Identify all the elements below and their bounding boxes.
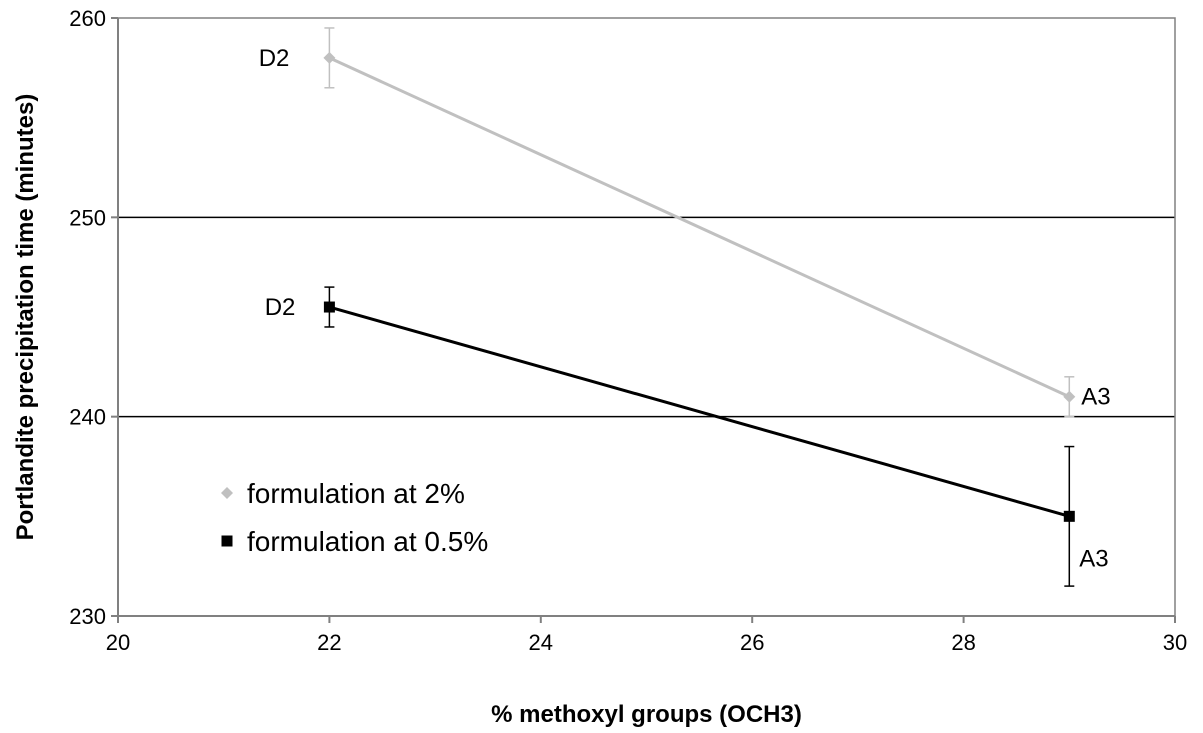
legend-item-1: formulation at 2% bbox=[221, 478, 465, 509]
point-label: A3 bbox=[1079, 545, 1108, 572]
y-tick-label: 230 bbox=[69, 604, 106, 629]
y-axis-title: Portlandite precipitation time (minutes) bbox=[12, 94, 39, 541]
point-label: D2 bbox=[259, 45, 290, 72]
legend-marker bbox=[221, 487, 233, 499]
series-1: D2 A3 bbox=[259, 27, 1111, 418]
x-tick-label: 24 bbox=[529, 630, 553, 655]
series-line bbox=[328, 56, 1070, 399]
data-point bbox=[323, 51, 336, 64]
y-tick-label: 260 bbox=[69, 6, 106, 31]
data-point bbox=[323, 301, 335, 313]
legend-label: formulation at 2% bbox=[247, 478, 465, 509]
legend-item-2: formulation at 0.5% bbox=[221, 526, 488, 557]
axes: 230 240 250 260 20 22 24 26 28 30 bbox=[69, 6, 1187, 655]
x-axis-title: % methoxyl groups (OCH3) bbox=[491, 701, 802, 728]
y-tick-label: 240 bbox=[69, 405, 106, 430]
x-tick-label: 30 bbox=[1163, 630, 1187, 655]
series-line bbox=[328, 305, 1070, 518]
data-point bbox=[1063, 390, 1076, 403]
legend-label: formulation at 0.5% bbox=[247, 526, 488, 557]
legend: formulation at 2% formulation at 0.5% bbox=[221, 478, 488, 557]
x-tick-label: 22 bbox=[317, 630, 341, 655]
x-tick-label: 26 bbox=[740, 630, 764, 655]
point-label: D2 bbox=[265, 294, 296, 321]
point-label: A3 bbox=[1081, 384, 1110, 411]
data-point bbox=[1063, 510, 1075, 522]
x-tick-label: 20 bbox=[106, 630, 130, 655]
x-tick-label: 28 bbox=[951, 630, 975, 655]
legend-marker bbox=[221, 535, 233, 547]
series-layer: D2 A3 D2 A3 bbox=[259, 27, 1111, 587]
y-tick-label: 250 bbox=[69, 205, 106, 230]
gridlines bbox=[118, 216, 1175, 418]
series-2: D2 A3 bbox=[265, 286, 1109, 587]
